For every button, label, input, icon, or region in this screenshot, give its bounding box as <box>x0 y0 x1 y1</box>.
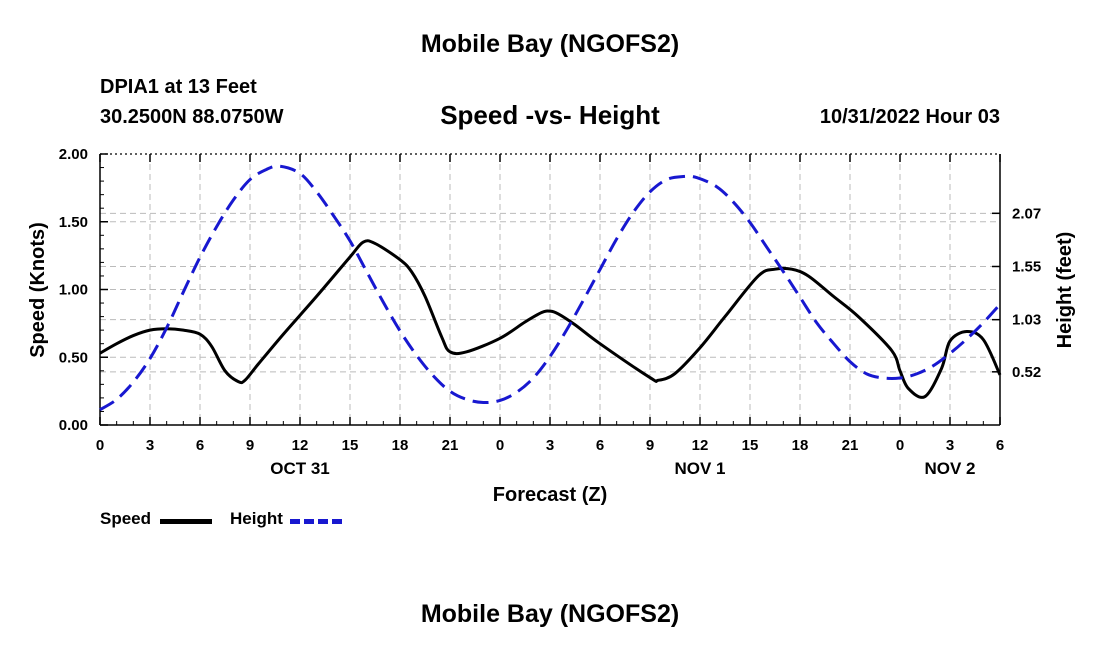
x-tick-label: 0 <box>496 437 504 454</box>
y-tick-label: 1.00 <box>59 282 88 299</box>
y-tick-label: 0.50 <box>59 349 88 366</box>
y-tick-label: 2.00 <box>59 146 88 163</box>
speed-series-line <box>99 239 1002 399</box>
legend-speed-swatch <box>160 519 212 524</box>
grid <box>100 154 1000 425</box>
y2-tick-label: 1.03 <box>1012 312 1041 329</box>
x-tick-label: 15 <box>742 437 759 454</box>
footer-title: Mobile Bay (NGOFS2) <box>420 600 680 628</box>
x-tick-label: 12 <box>292 437 309 454</box>
station-label: DPIA1 at 13 Feet <box>100 76 257 98</box>
x-tick-label: 6 <box>996 437 1004 454</box>
x-date-label: OCT 31 <box>270 459 330 478</box>
x-date-label: NOV 2 <box>924 459 975 478</box>
x-tick-label: 3 <box>546 437 554 454</box>
axis-labels: Forecast (Z) Speed (Knots) Height (feet) <box>27 222 1076 506</box>
x-tick-label: 3 <box>146 437 154 454</box>
y2-axis-label: Height (feet) <box>1054 232 1076 349</box>
x-tick-label: 21 <box>442 437 459 454</box>
legend-speed-label: Speed <box>100 509 152 528</box>
forecast-timestamp: 10/31/2022 Hour 03 <box>819 106 1000 128</box>
x-tick-label: 9 <box>646 437 654 454</box>
x-tick-label: 21 <box>842 437 859 454</box>
x-axis-label: Forecast (Z) <box>493 484 607 506</box>
y2-tick-label: 1.55 <box>1012 258 1041 275</box>
y-tick-label: 1.50 <box>59 214 88 231</box>
x-tick-label: 9 <box>246 437 254 454</box>
x-tick-label: 6 <box>196 437 204 454</box>
height-series-line <box>99 164 1002 411</box>
x-date-label: NOV 1 <box>674 459 725 478</box>
legend-height-swatch <box>290 519 342 524</box>
x-tick-label: 3 <box>946 437 954 454</box>
x-tick-label: 6 <box>596 437 604 454</box>
series <box>99 164 1002 411</box>
station-coordinates: 30.2500N 88.0750W <box>100 106 284 128</box>
x-tick-label: 18 <box>792 437 809 454</box>
y-axis-label: Speed (Knots) <box>27 222 49 358</box>
legend-height-label: Height <box>230 509 283 528</box>
y-tick-label: 0.00 <box>59 417 88 434</box>
y2-tick-label: 0.52 <box>1012 364 1041 381</box>
x-tick-label: 0 <box>96 437 104 454</box>
axes: 0 3 6 9 12 15 18 21 0 3 6 9 12 15 18 21 0 3 6 OCT 31 NOV 1 NO… <box>59 146 1041 478</box>
x-tick-label: 0 <box>896 437 904 454</box>
y2-tick-label: 2.07 <box>1012 205 1041 222</box>
x-tick-label: 18 <box>392 437 409 454</box>
chart-title: Speed -vs- Height <box>440 100 660 130</box>
x-tick-label: 12 <box>692 437 709 454</box>
x-tick-label: 15 <box>342 437 359 454</box>
main-title: Mobile Bay (NGOFS2) <box>420 30 680 58</box>
